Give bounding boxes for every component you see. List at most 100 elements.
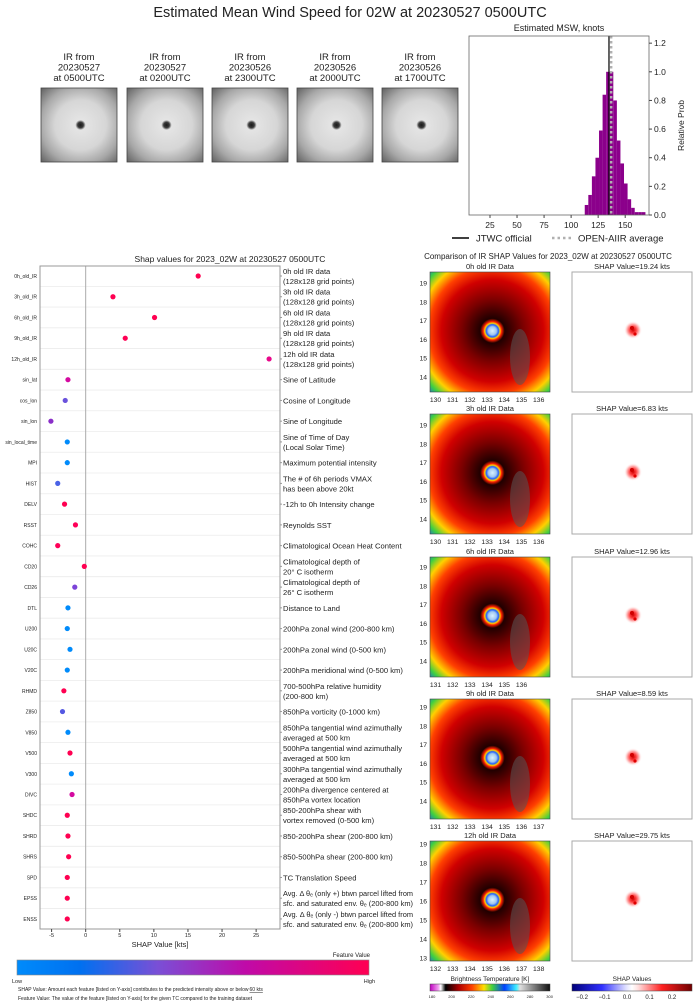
lon-tick-label: 132	[447, 682, 459, 689]
lon-tick-label: 135	[516, 397, 528, 404]
shap-point	[65, 833, 71, 839]
thumbnail-label: IR from	[404, 52, 435, 63]
lat-tick-label: 19	[419, 423, 427, 430]
lat-tick-label: 15	[419, 918, 427, 925]
lat-tick-label: 19	[419, 281, 427, 288]
lon-tick-label: 133	[481, 397, 493, 404]
ir-panel-title: 6h old IR Data	[466, 547, 515, 556]
feature-description: has been above 20kt	[283, 484, 354, 493]
feature-row: sin_local_time Sine of Time of Day(Local …	[5, 433, 349, 452]
lat-tick-label: 18	[419, 441, 427, 448]
shap-hotspot-core	[630, 753, 634, 757]
feature-description: sfc. and saturated env. θₑ (200-800 km)	[283, 920, 413, 929]
shap-point	[64, 916, 70, 922]
lat-tick-label: 15	[419, 640, 427, 647]
x-tick-label: 100	[564, 220, 578, 230]
feature-row: ENSS Avg. Δ θₑ (only -) btwn parcel lifte…	[23, 910, 413, 929]
lat-tick-label: 16	[419, 337, 427, 344]
lon-tick-label: 136	[533, 397, 545, 404]
thumbnail-label: IR from	[319, 52, 350, 63]
feature-row: SHRS 850-500hPa shear (200-800 km)	[23, 853, 393, 862]
x-tick-label: 15	[185, 933, 191, 939]
ir-image	[296, 87, 374, 163]
y-axis-label: Relative Prob	[676, 100, 686, 151]
feature-name: U200	[25, 627, 37, 633]
feature-name: 9h_old_IR	[14, 336, 37, 342]
cloud-band	[510, 614, 530, 670]
lon-tick-label: 134	[464, 966, 476, 973]
feature-description: sfc. and saturated env. θₑ (200-800 km)	[283, 899, 413, 908]
lat-tick-label: 18	[419, 723, 427, 730]
shap-colorbar-tick: −0.1	[599, 995, 612, 1001]
ir-map	[430, 557, 550, 677]
feature-note: Feature Value: The value of the feature …	[18, 996, 253, 1002]
shap-hotspot-core	[633, 332, 637, 336]
lat-tick-label: 13	[419, 956, 427, 963]
ir-shap-comparison: Comparison of IR SHAP Values for 2023_02…	[419, 252, 693, 1001]
feature-name: MPI	[28, 461, 37, 467]
feature-name: sin_local_time	[5, 440, 37, 446]
ir-colorbar-tick: 260	[507, 994, 514, 999]
lat-tick-label: 18	[419, 861, 427, 868]
shap-map-panel: SHAP Value=19.24 kts	[571, 262, 693, 393]
feature-row: 9h_old_IR 9h old IR data(128x128 grid poi…	[14, 329, 355, 348]
lat-tick-label: 17	[419, 318, 427, 325]
shap-point	[81, 563, 87, 569]
lon-tick-label: 136	[499, 966, 511, 973]
shap-hotspot	[624, 890, 642, 908]
feature-description: 12h old IR data	[283, 350, 335, 359]
ir-panel-title: 12h old IR Data	[464, 831, 517, 840]
histogram-axes	[468, 35, 650, 216]
lon-tick-label: 136	[516, 824, 528, 831]
lon-tick-label: 135	[481, 966, 493, 973]
feature-description: 850-500hPa shear (200-800 km)	[283, 853, 393, 862]
ir-colorbar-tick: 300	[546, 994, 553, 999]
feature-row: sin_lat Sine of Latitude	[23, 376, 336, 385]
feature-name: U20C	[24, 647, 37, 653]
y-tick-label: 0.2	[654, 181, 666, 191]
lat-tick-label: 15	[419, 356, 427, 363]
feature-description: 500hPa tangential wind azimuthally	[283, 744, 402, 753]
ir-panel: 3h old IR Data 130 131 132 133 134 135 136 19 18 1…	[419, 404, 551, 546]
feature-description: Cosine of Longitude	[283, 396, 351, 405]
ir-panel-title: 0h old IR Data	[466, 262, 515, 271]
feature-description: Maximum potential intensity	[283, 459, 377, 468]
thumbnail-label: IR from	[149, 52, 180, 63]
ir-map	[430, 272, 550, 392]
ir-image	[40, 87, 118, 163]
shap-threshold-link[interactable]: 60 kts	[250, 987, 264, 993]
shap-point	[61, 501, 68, 507]
x-tick-label: 10	[151, 933, 157, 939]
shap-colorbar-tick: −0.2	[576, 995, 589, 1001]
lon-tick-label: 137	[533, 824, 545, 831]
feature-description: Sine of Time of Day	[283, 433, 349, 442]
feature-name: sin_lon	[21, 419, 37, 425]
shap-point	[64, 625, 70, 632]
lat-tick-label: 15	[419, 780, 427, 787]
shap-point	[64, 812, 70, 818]
feature-description: 26° C isotherm	[283, 588, 333, 597]
shap-hotspot-core	[630, 326, 634, 330]
shap-point	[67, 750, 73, 756]
lon-tick-label: 130	[430, 397, 442, 404]
shap-map-title: SHAP Value=8.59 kts	[596, 689, 668, 698]
feature-name: cos_lon	[20, 398, 37, 404]
shap-point	[122, 335, 128, 341]
feature-name: CD20	[24, 564, 37, 570]
histogram-bar	[616, 140, 621, 215]
shap-map-title: SHAP Value=19.24 kts	[594, 262, 670, 271]
x-tick-label: 75	[539, 220, 549, 230]
lat-tick-label: 16	[419, 479, 427, 486]
feature-name: RHMD	[22, 689, 37, 695]
ir-colorbar	[429, 983, 551, 992]
x-tick-label: 0	[84, 933, 87, 939]
feature-name: CD26	[24, 585, 37, 591]
feature-description: averaged at 500 km	[283, 733, 350, 742]
y-tick-label: 1.2	[654, 38, 666, 48]
thumbnail-label: IR from	[63, 52, 94, 63]
shap-colorbar-tick: 0.1	[645, 995, 654, 1001]
shap-hotspot-core	[630, 468, 634, 472]
thumbnail-label: 20230526	[229, 63, 271, 74]
